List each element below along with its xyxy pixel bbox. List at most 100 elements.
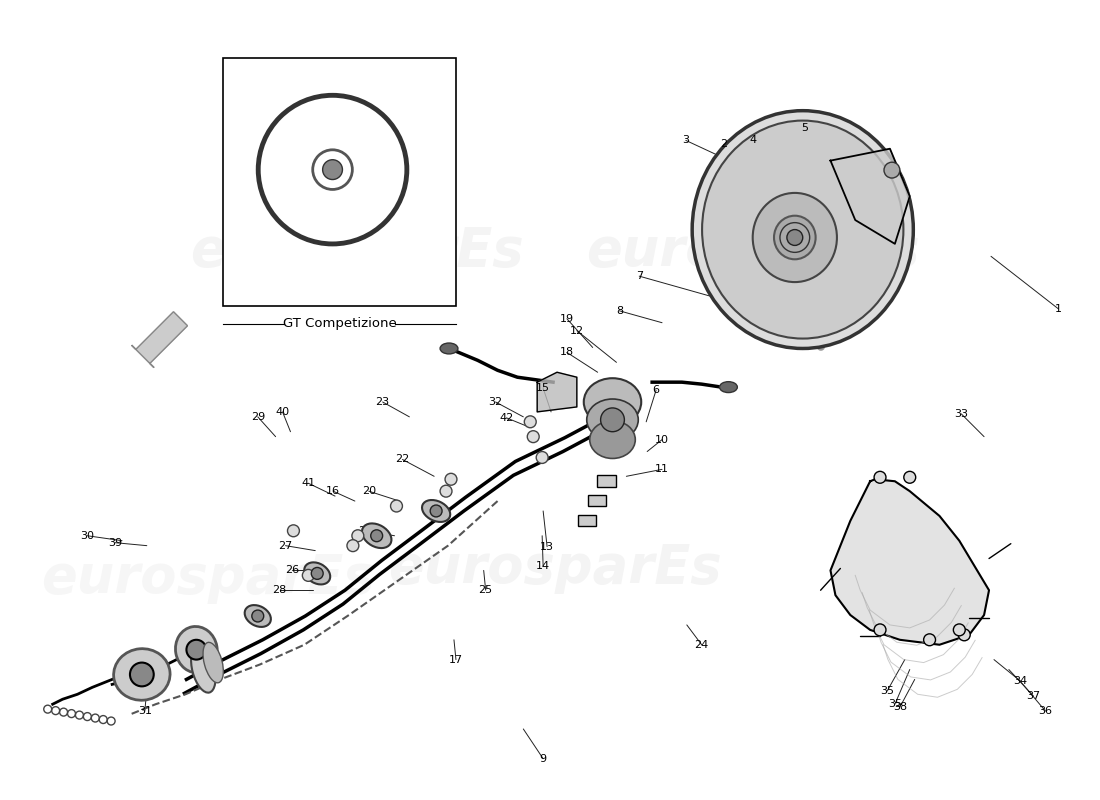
- Text: 13: 13: [540, 542, 554, 552]
- Text: 29: 29: [251, 412, 265, 422]
- Circle shape: [874, 624, 886, 636]
- Ellipse shape: [584, 378, 641, 426]
- Circle shape: [287, 525, 299, 537]
- Ellipse shape: [692, 110, 913, 349]
- Text: 5: 5: [801, 122, 808, 133]
- Ellipse shape: [590, 421, 636, 458]
- Text: 35: 35: [880, 686, 894, 696]
- Circle shape: [601, 408, 625, 432]
- Bar: [578, 515, 596, 526]
- Circle shape: [446, 474, 456, 486]
- Text: 1: 1: [1055, 304, 1061, 314]
- Circle shape: [371, 530, 383, 542]
- Circle shape: [536, 451, 548, 463]
- Text: 40: 40: [275, 407, 289, 417]
- Text: 20: 20: [362, 486, 376, 496]
- Text: 23: 23: [375, 397, 389, 407]
- Text: 19: 19: [560, 314, 574, 324]
- Ellipse shape: [422, 500, 450, 522]
- Bar: [223, 58, 455, 306]
- Polygon shape: [830, 149, 910, 244]
- Text: 8: 8: [616, 306, 623, 316]
- Circle shape: [780, 222, 810, 252]
- Circle shape: [884, 162, 900, 178]
- Circle shape: [527, 430, 539, 442]
- Text: 35: 35: [888, 699, 902, 709]
- Circle shape: [954, 624, 965, 636]
- Text: GT Competizione: GT Competizione: [283, 318, 396, 330]
- Bar: [587, 495, 606, 506]
- Text: 34: 34: [1014, 677, 1027, 686]
- Ellipse shape: [752, 193, 837, 282]
- Ellipse shape: [702, 121, 903, 338]
- Polygon shape: [537, 372, 576, 412]
- Text: 4: 4: [749, 135, 757, 146]
- Text: 26: 26: [285, 566, 299, 575]
- Text: 7: 7: [636, 271, 642, 281]
- Ellipse shape: [204, 642, 223, 683]
- Ellipse shape: [719, 382, 737, 393]
- Text: 30: 30: [80, 530, 95, 541]
- Ellipse shape: [244, 605, 271, 627]
- Ellipse shape: [176, 626, 217, 673]
- Circle shape: [311, 567, 323, 579]
- Text: 12: 12: [570, 326, 584, 336]
- Text: 2: 2: [719, 139, 727, 150]
- Circle shape: [186, 640, 207, 660]
- Circle shape: [430, 505, 442, 517]
- Text: 25: 25: [478, 586, 493, 595]
- Text: 39: 39: [108, 538, 122, 548]
- Circle shape: [252, 610, 264, 622]
- Text: 31: 31: [138, 706, 152, 716]
- Text: 24: 24: [694, 640, 708, 650]
- Text: eurosparEs: eurosparEs: [42, 552, 375, 604]
- Text: 1: 1: [405, 232, 412, 246]
- Polygon shape: [830, 479, 989, 645]
- Circle shape: [322, 160, 342, 179]
- Circle shape: [352, 530, 364, 542]
- Text: eurosparEs: eurosparEs: [586, 226, 920, 278]
- Text: 38: 38: [893, 702, 906, 712]
- Text: 28: 28: [273, 586, 287, 595]
- Text: 37: 37: [1026, 691, 1041, 702]
- Text: 3: 3: [682, 135, 690, 146]
- Text: 36: 36: [1038, 706, 1053, 716]
- FancyArrow shape: [132, 312, 187, 368]
- Text: 33: 33: [955, 409, 968, 419]
- Text: 16: 16: [326, 486, 340, 496]
- Ellipse shape: [191, 646, 216, 693]
- Bar: [596, 475, 616, 487]
- Text: 27: 27: [278, 541, 293, 550]
- Circle shape: [958, 629, 970, 641]
- Ellipse shape: [586, 399, 638, 441]
- Ellipse shape: [362, 523, 392, 548]
- Ellipse shape: [774, 216, 815, 259]
- Ellipse shape: [440, 343, 458, 354]
- Text: 14: 14: [536, 562, 550, 571]
- Text: 9: 9: [540, 754, 547, 764]
- Text: 41: 41: [301, 478, 316, 488]
- Circle shape: [390, 500, 403, 512]
- Circle shape: [874, 471, 886, 483]
- Text: 6: 6: [652, 385, 660, 395]
- Text: 18: 18: [560, 347, 574, 358]
- Text: 42: 42: [499, 413, 514, 423]
- Ellipse shape: [305, 562, 330, 585]
- Circle shape: [786, 230, 803, 246]
- Circle shape: [525, 416, 536, 428]
- Text: eurosparEs: eurosparEs: [388, 542, 722, 594]
- Text: 11: 11: [654, 464, 669, 474]
- Ellipse shape: [113, 649, 170, 700]
- Circle shape: [302, 570, 315, 582]
- Text: 17: 17: [449, 654, 463, 665]
- Text: 10: 10: [654, 434, 669, 445]
- Text: 22: 22: [395, 454, 409, 465]
- Circle shape: [924, 634, 935, 646]
- Text: 15: 15: [536, 383, 550, 393]
- Text: eurosparEs: eurosparEs: [190, 226, 524, 278]
- Circle shape: [904, 471, 915, 483]
- Text: 32: 32: [488, 397, 503, 407]
- Circle shape: [130, 662, 154, 686]
- Circle shape: [440, 486, 452, 497]
- Circle shape: [346, 540, 359, 552]
